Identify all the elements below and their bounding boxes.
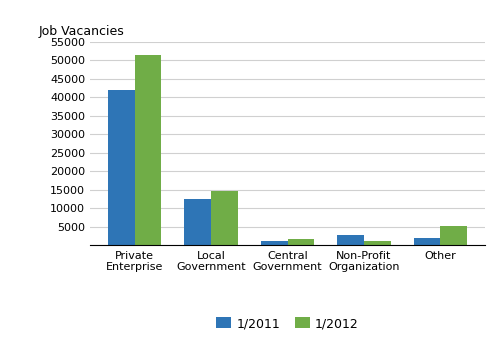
Bar xyxy=(337,235,364,245)
Legend: 1/2011, 1/2012: 1/2011, 1/2012 xyxy=(211,312,364,335)
Text: Job Vacancies: Job Vacancies xyxy=(38,25,124,38)
Bar xyxy=(440,226,467,245)
Bar xyxy=(414,238,440,245)
Bar xyxy=(364,240,390,245)
Bar xyxy=(108,90,134,245)
Bar xyxy=(211,191,238,245)
Bar xyxy=(288,239,314,245)
Bar xyxy=(261,240,287,245)
Bar xyxy=(184,199,211,245)
Bar xyxy=(134,55,162,245)
